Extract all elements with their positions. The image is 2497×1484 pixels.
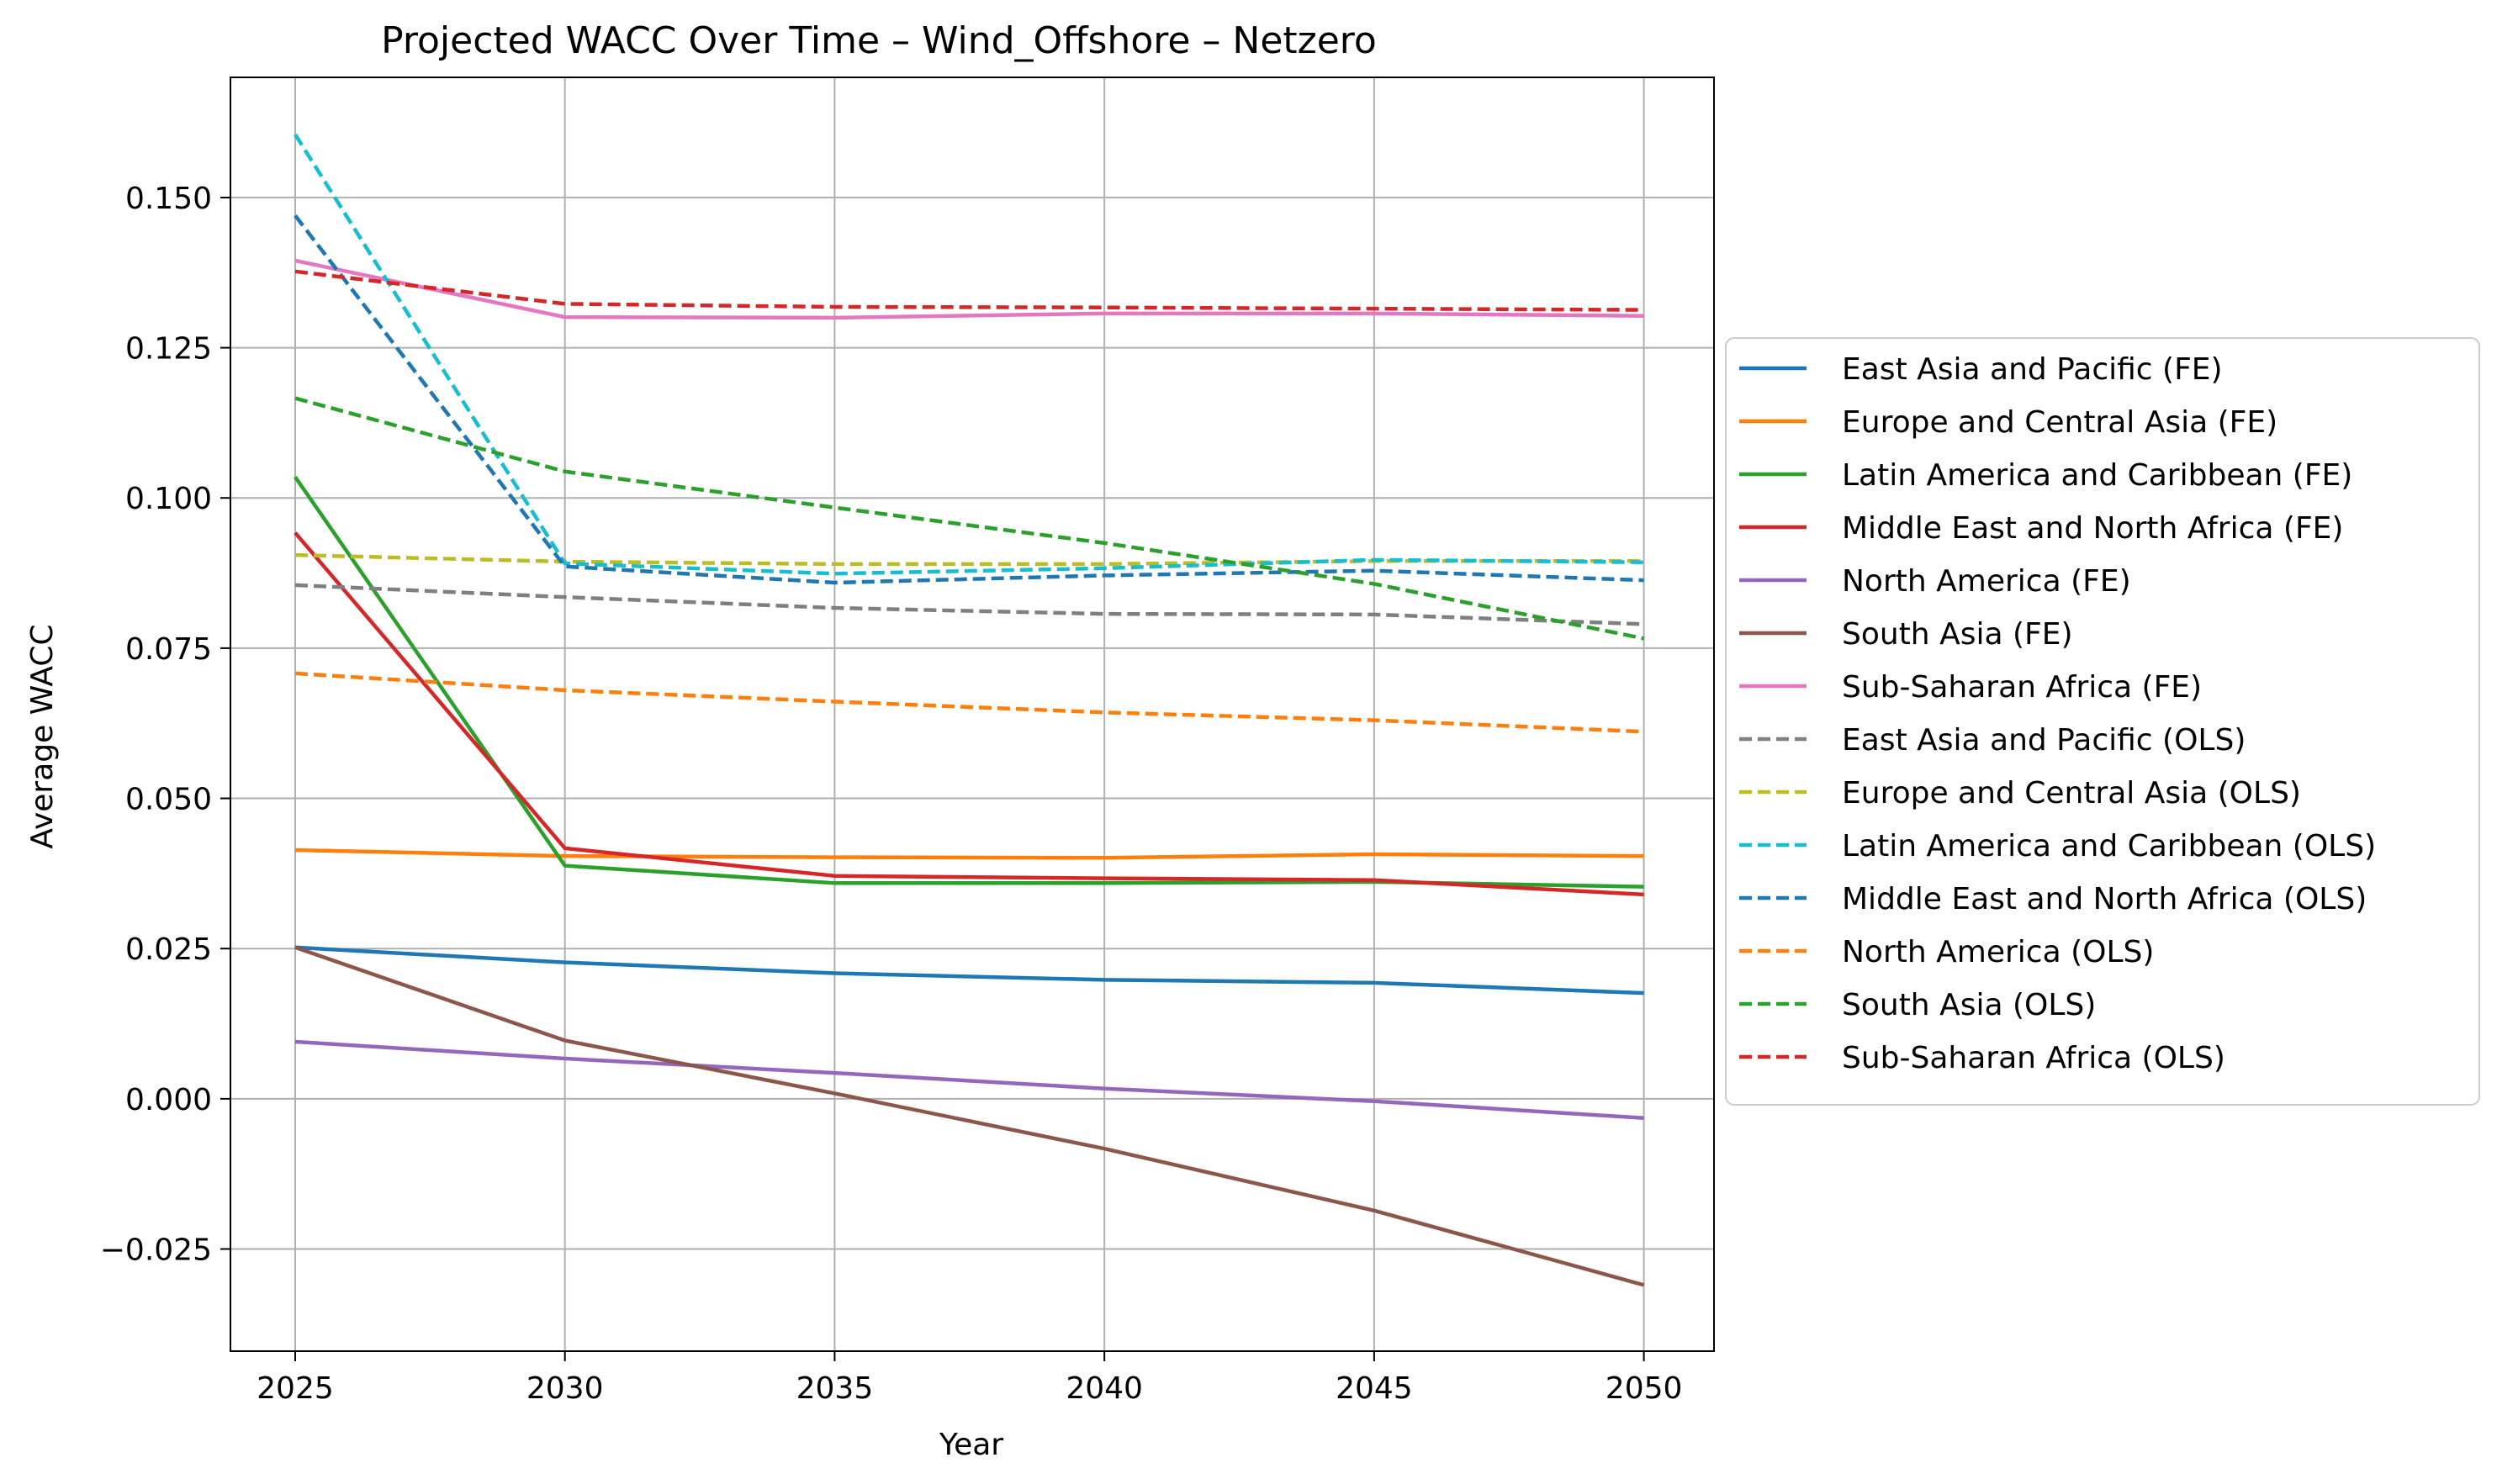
series-line-3 — [294, 531, 1644, 897]
legend-entry: Latin America and Caribbean (OLS) — [1842, 829, 2376, 863]
x-tick-label: 2035 — [796, 1371, 874, 1406]
series-line-6 — [294, 258, 1644, 320]
y-tick-label: 0.125 — [125, 332, 212, 367]
series-line-11 — [294, 671, 1644, 734]
x-tick-label: 2040 — [1066, 1371, 1143, 1406]
plot-frame — [230, 77, 1715, 1352]
legend-entry: Europe and Central Asia (OLS) — [1842, 776, 2301, 811]
y-tick-label: 0.025 — [125, 932, 212, 967]
x-tick-label: 2030 — [526, 1371, 604, 1406]
x-axis: 2025 2030 2035 2040 2045 2050 — [257, 1351, 1682, 1406]
legend-entry: South Asia (FE) — [1842, 617, 2073, 652]
legend-box — [1725, 337, 2480, 1106]
series-line-8 — [294, 552, 1644, 567]
series-line-1 — [294, 848, 1644, 860]
series-line-12 — [294, 396, 1645, 641]
legend-entry: Middle East and North Africa (FE) — [1842, 511, 2343, 546]
series-line-7 — [294, 583, 1644, 626]
series-line-9 — [294, 133, 1644, 576]
x-tick-label: 2025 — [257, 1371, 334, 1406]
y-axis: −0.025 0.000 0.025 0.050 0.075 0.100 0.125 0.15… — [100, 182, 230, 1268]
x-tick-label: 2050 — [1606, 1371, 1683, 1406]
legend-entry: South Asia (OLS) — [1842, 988, 2096, 1022]
series-line-13 — [294, 269, 1644, 312]
legend-entry: East Asia and Pacific (FE) — [1842, 352, 2223, 387]
y-tick-label: 0.000 — [125, 1083, 212, 1117]
legend-entry: North America (OLS) — [1842, 935, 2154, 969]
y-axis-label: Average WACC — [25, 624, 60, 848]
series-line-5 — [294, 945, 1645, 1287]
series-line-4 — [294, 1039, 1644, 1120]
legend-entry: Sub-Saharan Africa (FE) — [1842, 670, 2202, 705]
legend: East Asia and Pacific (FE) Europe and Cen… — [1725, 337, 2480, 1106]
legend-entry: Sub-Saharan Africa (OLS) — [1842, 1041, 2225, 1075]
legend-entry: Middle East and North Africa (OLS) — [1842, 882, 2367, 916]
legend-entry: North America (FE) — [1842, 564, 2131, 599]
x-axis-label: Year — [939, 1428, 1003, 1462]
legend-entry: Latin America and Caribbean (FE) — [1842, 458, 2352, 493]
series-line-0 — [294, 945, 1644, 995]
y-tick-label: 0.075 — [125, 632, 212, 667]
chart-title: Projected WACC Over Time – Wind_Offshore… — [381, 19, 1377, 62]
legend-entry: East Asia and Pacific (OLS) — [1842, 723, 2246, 758]
y-tick-label: 0.150 — [125, 182, 212, 216]
y-tick-label: 0.050 — [125, 783, 212, 817]
y-tick-label: 0.100 — [125, 482, 212, 516]
x-tick-label: 2045 — [1336, 1371, 1413, 1406]
series-line-10 — [294, 214, 1644, 585]
series-layer — [294, 133, 1645, 1287]
series-line-2 — [294, 475, 1644, 889]
legend-entry: Europe and Central Asia (FE) — [1842, 405, 2277, 440]
grid-lines — [230, 77, 1714, 1351]
y-tick-label: −0.025 — [100, 1233, 212, 1268]
